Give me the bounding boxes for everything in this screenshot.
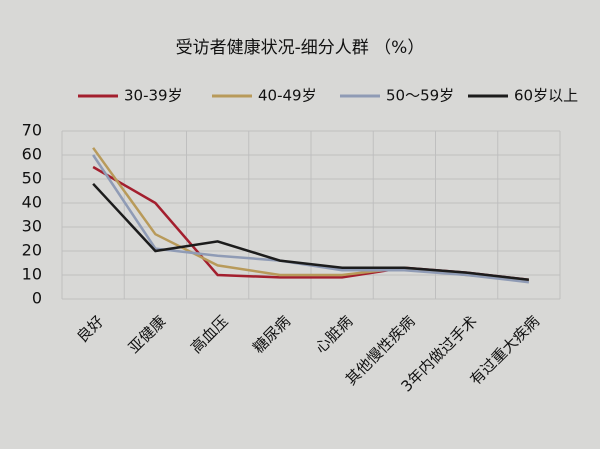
legend-label: 30-39岁	[124, 87, 183, 105]
y-tick-label: 20	[22, 241, 42, 260]
series-line	[92, 182, 530, 282]
legend-label: 60岁以上	[514, 87, 578, 105]
legend-label: 50～59岁	[386, 87, 454, 105]
y-tick-label: 0	[32, 289, 42, 308]
y-tick-label: 60	[22, 145, 42, 164]
y-tick-label: 40	[22, 193, 42, 212]
chart-title: 受访者健康状况-细分人群 （%）	[176, 38, 425, 58]
y-tick-label: 30	[22, 217, 42, 236]
legend-label: 40-49岁	[258, 87, 317, 105]
y-tick-label: 50	[22, 169, 42, 188]
y-tick-label: 70	[22, 121, 42, 140]
y-tick-label: 10	[22, 265, 42, 284]
